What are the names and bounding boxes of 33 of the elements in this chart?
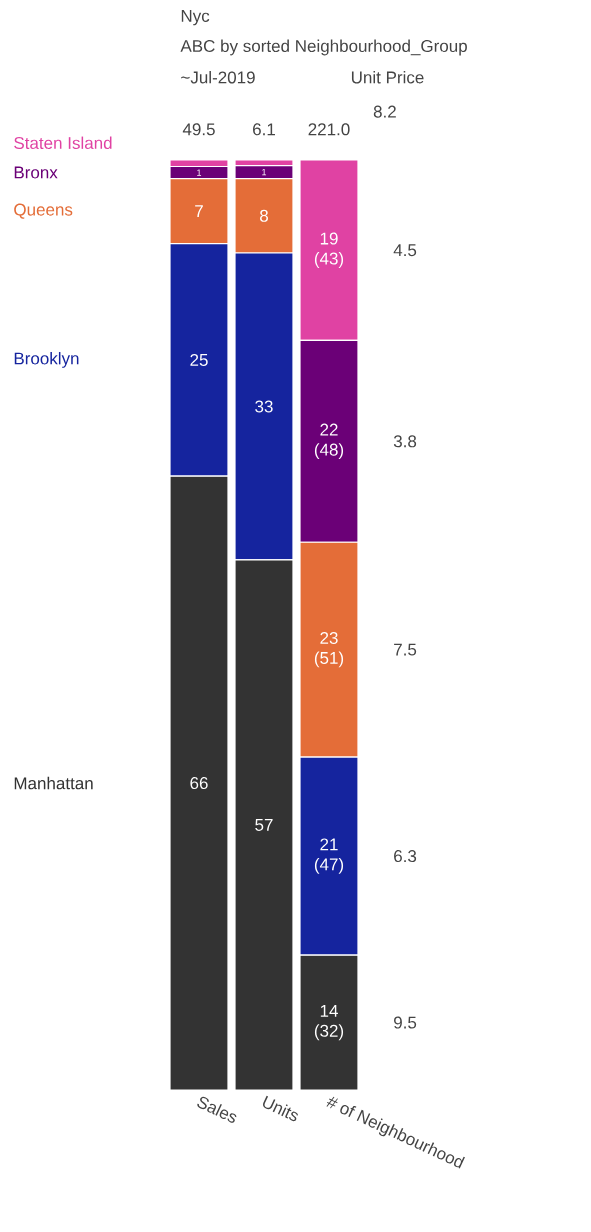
data-label: 23 (51) [314, 631, 344, 668]
text: 221.0 [308, 123, 350, 136]
text: Unit Price [351, 70, 424, 84]
chart-title: Nyc [181, 10, 210, 26]
data-label: 22 (48) [314, 423, 344, 460]
data-label: 66 [190, 777, 208, 790]
text: Queens [14, 203, 73, 219]
data-label: 21 (47) [314, 838, 344, 874]
text: Manhattan [14, 776, 93, 790]
text: ~Jul-2019 [181, 70, 255, 84]
data-label: 25 [190, 353, 208, 366]
text: 49.5 [182, 123, 215, 136]
data-label: 1 [197, 169, 202, 176]
data-label: 1 [262, 168, 267, 176]
text: 7.5 [394, 643, 417, 656]
chart-subtitle: ABC by sorted Neighbourhood_Group [180, 39, 467, 56]
text: Bronx [14, 166, 58, 179]
data-label: 8 [260, 209, 268, 222]
text: 9.5 [394, 1016, 417, 1029]
text: 3.8 [393, 435, 417, 448]
data-label: 33 [255, 400, 273, 413]
data-label: 7 [195, 205, 203, 217]
text: Brooklyn [14, 352, 79, 368]
text: 8.2 [373, 105, 396, 118]
data-label: 19 (43) [314, 232, 344, 268]
text: 4.5 [393, 244, 417, 257]
data-label: 14 (32) [314, 1004, 344, 1041]
data-label: 57 [255, 819, 273, 831]
x-tick-label: Sales [197, 1096, 237, 1123]
text: 6.1 [253, 123, 275, 136]
x-tick-label: Units [262, 1095, 298, 1122]
text: Staten Island [14, 136, 112, 150]
text: 6.3 [394, 850, 417, 863]
